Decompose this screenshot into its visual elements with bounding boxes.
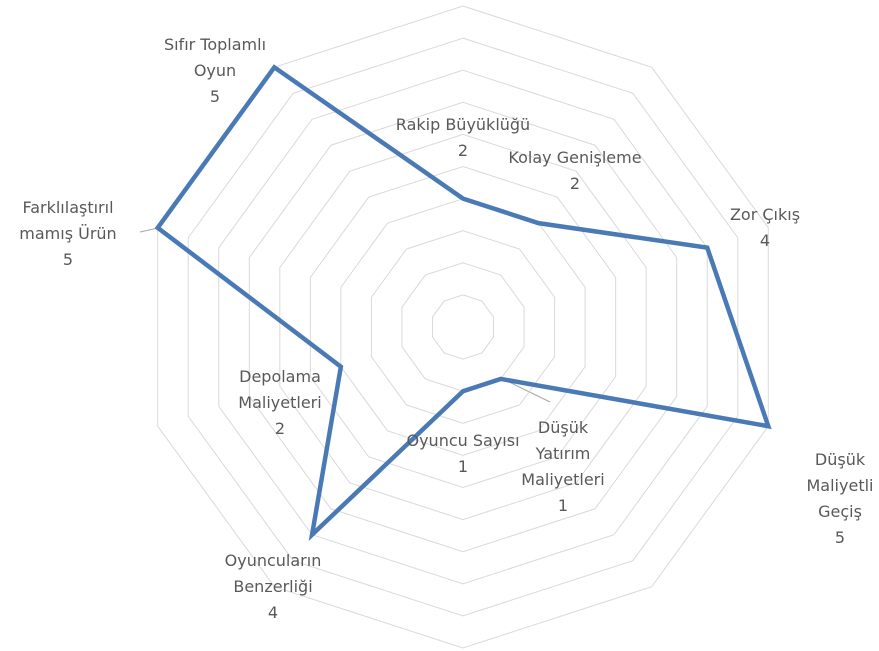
data-label: Düşük Maliyetli Geçiş 5 [755, 447, 879, 551]
data-label: Oyuncu Sayısı 1 [378, 428, 548, 480]
data-label: Rakip Büyüklüğü 2 [378, 112, 548, 164]
value-label: 1 [557, 496, 569, 515]
grid-ring [248, 101, 678, 553]
data-label: Sıfır Toplamlı Oyun 5 [130, 32, 300, 110]
grid-ring [218, 69, 708, 585]
leader-line [139, 227, 159, 233]
value-label: 5 [834, 528, 846, 547]
series-line [154, 64, 772, 542]
data-label: Oyuncuların Benzerliği 4 [188, 548, 358, 626]
grid-ring [340, 198, 586, 456]
grid-ring [431, 294, 495, 360]
category-label: Düşük Yatırım Maliyetleri [521, 418, 605, 489]
data-label: Düşük Yatırım Maliyetleri 1 [478, 415, 648, 519]
data-label: Kolay Genişleme 2 [490, 145, 660, 197]
grid-ring [187, 37, 739, 617]
data-label: Depolama Maliyetleri 2 [195, 364, 365, 442]
value-label: 2 [457, 141, 469, 160]
grid-ring [309, 165, 617, 489]
grid-ring [401, 262, 525, 392]
category-label: Rakip Büyüklüğü [395, 115, 531, 134]
value-label: 5 [209, 87, 221, 106]
category-label: Oyuncuların Benzerliği [224, 551, 322, 596]
value-label: 4 [267, 603, 279, 622]
value-label: 2 [274, 419, 286, 438]
grid-ring [370, 230, 556, 424]
category-label: Düşük Maliyetli Geçiş [806, 450, 874, 521]
value-label: 2 [569, 174, 581, 193]
value-label: 5 [62, 250, 74, 269]
category-label: Sıfır Toplamlı Oyun [163, 35, 267, 80]
data-label: Zor Çıkış 4 [680, 202, 850, 254]
category-label: Farklılaştırıl mamış Ürün [19, 198, 117, 243]
data-label: Farklılaştırıl mamış Ürün 5 [0, 195, 153, 273]
category-label: Kolay Genişleme [508, 148, 642, 167]
category-label: Depolama Maliyetleri [238, 367, 322, 412]
value-label: 4 [759, 231, 771, 250]
value-label: 1 [457, 457, 469, 476]
category-label: Zor Çıkış [729, 205, 801, 224]
category-label: Oyuncu Sayısı [406, 431, 520, 450]
